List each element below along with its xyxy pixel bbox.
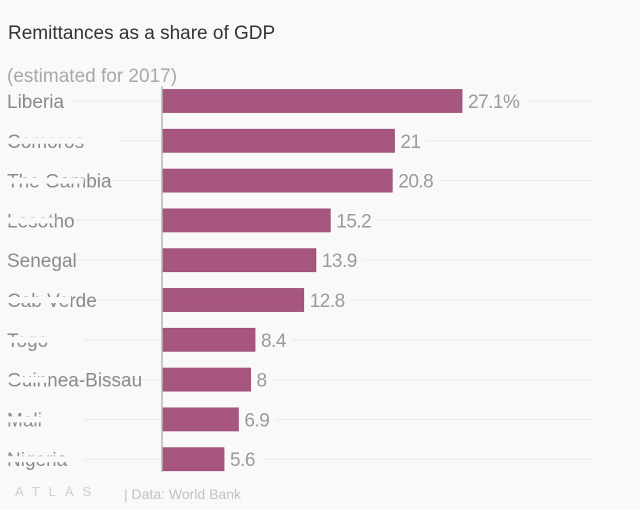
value-label: 27.1% <box>468 92 520 113</box>
value-label: 8.4 <box>261 331 287 352</box>
value-mask <box>396 137 427 144</box>
value-mask <box>317 257 363 264</box>
value-mask <box>464 98 526 104</box>
label-mask <box>4 456 84 463</box>
value-label: 13.9 <box>322 251 357 272</box>
bar <box>161 248 317 273</box>
value-mask <box>305 297 351 303</box>
value-label: 8 <box>257 371 267 392</box>
bar <box>161 327 256 352</box>
bar <box>161 208 331 233</box>
label-mask <box>4 177 84 184</box>
bar <box>161 447 225 472</box>
category-label: Senegal <box>7 251 77 272</box>
label-mask <box>4 336 84 343</box>
chart-subtitle: (estimated for 2017) <box>7 66 178 87</box>
label-mask <box>4 297 72 303</box>
value-label: 5.6 <box>230 450 255 471</box>
label-mask <box>4 416 84 423</box>
value-label: 21 <box>400 132 420 153</box>
label-mask <box>4 98 72 104</box>
label-mask <box>4 217 56 224</box>
value-mask <box>240 416 276 423</box>
bar <box>161 367 251 392</box>
value-mask <box>332 217 378 224</box>
bar <box>161 89 463 113</box>
value-mask <box>394 177 440 184</box>
bar <box>161 168 393 193</box>
category-label: Guinnea-Bissau <box>7 371 142 392</box>
value-label: 12.8 <box>310 291 345 312</box>
category-label: Liberia <box>7 92 64 113</box>
value-mask <box>256 336 292 343</box>
value-label: 15.2 <box>336 211 371 232</box>
data-source: | Data: World Bank <box>124 486 241 502</box>
chart-title: Remittances as a share of GDP <box>8 23 276 44</box>
label-mask <box>4 137 119 144</box>
label-mask <box>4 257 49 264</box>
bar <box>161 407 239 432</box>
bar-chart: ComorosLesothoCab VerdeGuinnea-BissauNig… <box>4 86 592 472</box>
bar <box>161 288 305 312</box>
atlas-logo: ATLAS <box>15 484 101 499</box>
value-label: 6.9 <box>244 410 269 431</box>
bar <box>161 128 395 153</box>
value-mask <box>252 376 273 383</box>
value-mask <box>225 456 261 463</box>
label-mask <box>4 376 49 383</box>
value-label: 20.8 <box>398 172 433 193</box>
